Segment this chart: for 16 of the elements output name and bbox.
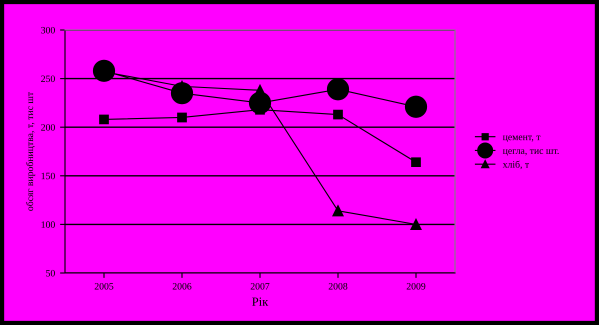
y-tick-label: 250 [41,76,55,82]
y-tick-label: 300 [41,26,55,34]
y-tick-label: 200 [41,124,55,131]
y-tick-label: 100 [42,221,55,228]
x-axis-title: Рік [252,297,268,306]
legend-label: цегла, тис шт. [502,149,559,156]
x-tick-label: 2007 [250,283,270,290]
legend-label: цемент, т [502,136,540,142]
x-tick-label: 2008 [328,283,348,290]
x-tick-label: 2009 [406,283,426,290]
x-tick-label: 2005 [94,283,114,290]
y-axis-title: обсяг виробництва, т, тис шт [26,92,36,211]
x-tick-label: 2006 [172,283,192,290]
legend-label: хліб, т [502,160,529,170]
y-tick-label: 150 [42,172,55,180]
y-tick-label: 50 [46,270,55,276]
